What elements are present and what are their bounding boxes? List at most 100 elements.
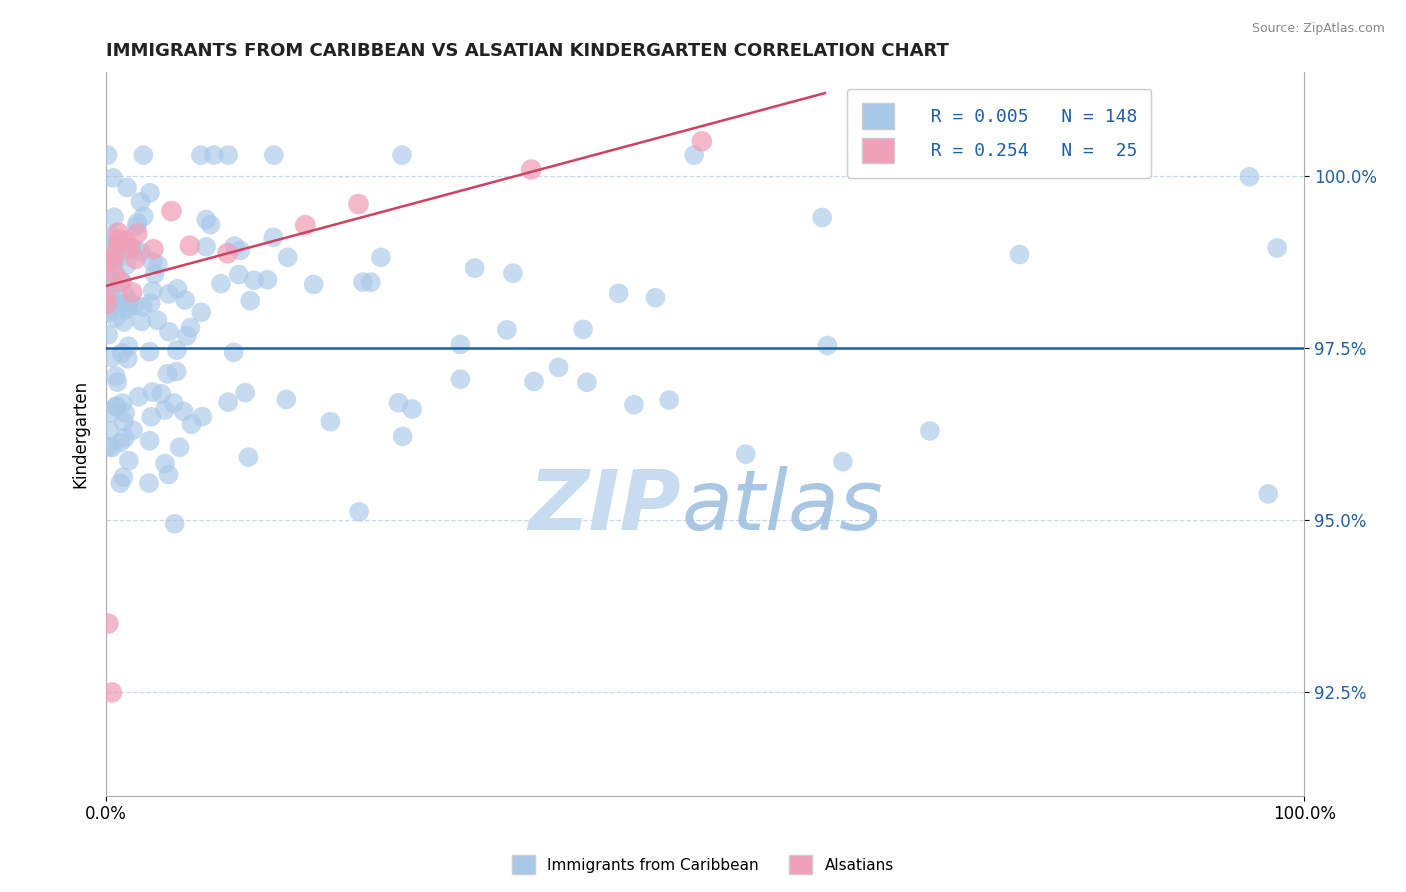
Point xyxy=(96,275,118,289)
Point xyxy=(105,375,128,389)
Point xyxy=(142,255,165,269)
Point xyxy=(114,406,136,420)
Point xyxy=(111,275,134,289)
Point xyxy=(104,310,127,325)
Point xyxy=(115,258,138,272)
Point xyxy=(98,237,121,252)
Point xyxy=(157,467,180,482)
Point xyxy=(811,211,834,225)
Point xyxy=(125,219,148,234)
Point xyxy=(450,372,472,386)
Point xyxy=(200,218,222,232)
Point xyxy=(111,396,134,410)
Point xyxy=(112,296,135,310)
Point xyxy=(114,431,136,445)
Point xyxy=(142,284,165,298)
Point xyxy=(146,313,169,327)
Point xyxy=(110,275,132,289)
Point xyxy=(195,212,218,227)
Point xyxy=(138,476,160,491)
Point xyxy=(166,343,188,357)
Legend:   R = 0.005   N = 148,   R = 0.254   N =  25: R = 0.005 N = 148, R = 0.254 N = 25 xyxy=(848,88,1152,178)
Point xyxy=(98,305,121,319)
Point xyxy=(121,285,143,300)
Point xyxy=(464,261,486,276)
Point xyxy=(115,235,138,249)
Text: IMMIGRANTS FROM CARIBBEAN VS ALSATIAN KINDERGARTEN CORRELATION CHART: IMMIGRANTS FROM CARIBBEAN VS ALSATIAN KI… xyxy=(105,42,949,60)
Point xyxy=(160,204,183,219)
Point xyxy=(209,277,232,291)
Point xyxy=(1239,169,1261,184)
Point xyxy=(156,367,179,381)
Point xyxy=(104,369,127,384)
Point xyxy=(166,365,188,379)
Point xyxy=(658,392,681,407)
Point xyxy=(174,293,197,307)
Point xyxy=(157,325,180,339)
Point xyxy=(1265,241,1288,255)
Point xyxy=(124,243,146,257)
Point xyxy=(370,251,392,265)
Point xyxy=(401,402,423,417)
Point xyxy=(150,387,173,401)
Point xyxy=(224,239,246,253)
Point xyxy=(277,250,299,264)
Point xyxy=(101,441,124,455)
Point xyxy=(173,404,195,418)
Point xyxy=(146,258,169,272)
Point xyxy=(108,232,131,246)
Point xyxy=(222,345,245,359)
Point xyxy=(138,434,160,448)
Point xyxy=(97,616,120,631)
Point xyxy=(143,267,166,281)
Point xyxy=(104,400,127,414)
Point xyxy=(139,296,162,310)
Point xyxy=(132,300,155,314)
Point xyxy=(96,297,118,311)
Point xyxy=(100,287,122,301)
Point xyxy=(195,240,218,254)
Point xyxy=(191,409,214,424)
Point xyxy=(523,375,546,389)
Point xyxy=(98,424,121,438)
Point xyxy=(623,398,645,412)
Point xyxy=(111,346,134,360)
Point xyxy=(132,148,155,162)
Point xyxy=(302,277,325,292)
Point xyxy=(449,337,471,351)
Point xyxy=(180,417,202,432)
Point xyxy=(141,409,163,424)
Point xyxy=(163,396,186,410)
Point xyxy=(347,197,370,211)
Point xyxy=(103,211,125,225)
Point xyxy=(112,470,135,484)
Point xyxy=(153,403,176,417)
Point xyxy=(141,384,163,399)
Point xyxy=(502,266,524,280)
Point xyxy=(217,148,239,162)
Point xyxy=(117,351,139,366)
Point xyxy=(142,242,165,256)
Point xyxy=(132,209,155,223)
Point xyxy=(117,339,139,353)
Point xyxy=(131,314,153,328)
Point xyxy=(129,194,152,209)
Point xyxy=(98,440,121,454)
Point xyxy=(127,216,149,230)
Point xyxy=(391,429,413,443)
Point xyxy=(190,148,212,162)
Point xyxy=(103,260,125,274)
Point xyxy=(347,505,370,519)
Point xyxy=(496,323,519,337)
Point xyxy=(572,322,595,336)
Point xyxy=(103,247,125,261)
Point xyxy=(96,264,118,278)
Point xyxy=(918,424,941,438)
Point xyxy=(256,273,278,287)
Point xyxy=(107,236,129,251)
Point xyxy=(101,171,124,186)
Point xyxy=(97,302,120,317)
Point xyxy=(118,293,141,308)
Point xyxy=(153,457,176,471)
Point xyxy=(163,516,186,531)
